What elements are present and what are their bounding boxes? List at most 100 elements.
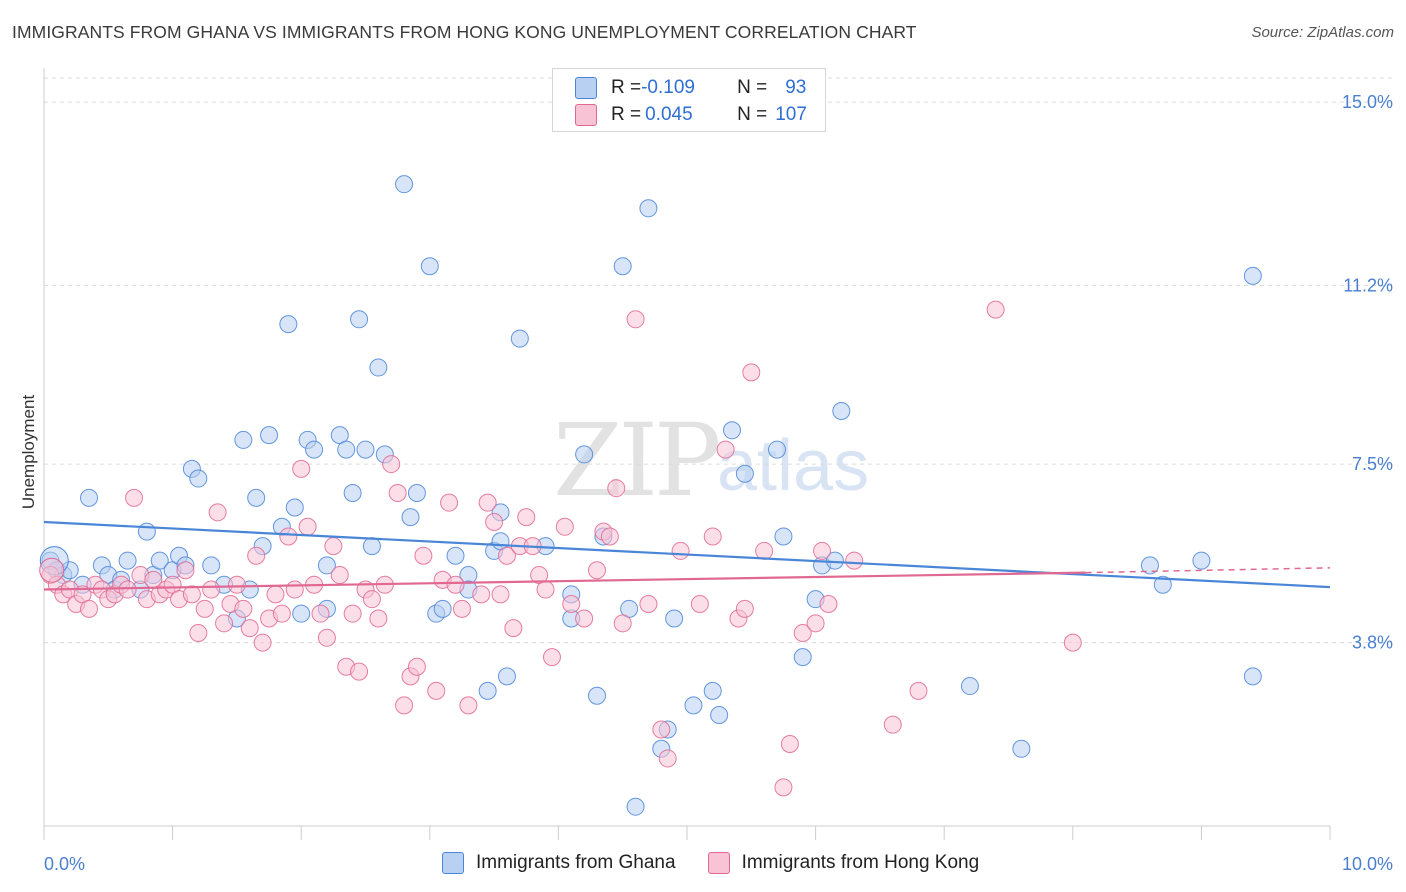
data-point bbox=[626, 310, 645, 329]
data-point bbox=[350, 662, 369, 681]
data-point bbox=[472, 585, 491, 604]
data-point bbox=[202, 580, 221, 599]
data-point bbox=[793, 623, 812, 642]
legend-swatch-ghana bbox=[442, 852, 464, 874]
data-point bbox=[401, 508, 420, 527]
data-point bbox=[735, 464, 754, 483]
legend-n-label: N = bbox=[737, 104, 768, 125]
data-point bbox=[311, 604, 330, 623]
data-point bbox=[652, 720, 671, 739]
data-point bbox=[806, 614, 825, 633]
data-point bbox=[285, 498, 304, 517]
data-point bbox=[189, 623, 208, 642]
data-point bbox=[215, 614, 234, 633]
legend-n-label: N = bbox=[737, 77, 768, 98]
legend-swatch-hong-kong bbox=[707, 852, 730, 874]
data-point bbox=[240, 619, 259, 638]
data-point bbox=[703, 681, 722, 700]
data-point bbox=[1153, 575, 1172, 594]
data-point bbox=[272, 604, 291, 623]
data-point bbox=[266, 585, 285, 604]
data-point bbox=[343, 604, 362, 623]
data-point bbox=[125, 488, 144, 507]
data-point bbox=[665, 609, 684, 628]
data-point bbox=[176, 561, 195, 580]
data-point bbox=[909, 681, 928, 700]
data-point bbox=[459, 696, 478, 715]
data-point bbox=[639, 199, 658, 218]
data-point bbox=[118, 580, 137, 599]
data-point bbox=[613, 614, 632, 633]
data-point bbox=[613, 257, 632, 276]
data-point bbox=[227, 575, 246, 594]
y-tick-label: 11.2% bbox=[1343, 276, 1393, 296]
data-point bbox=[671, 541, 690, 560]
data-point bbox=[369, 609, 388, 628]
data-point bbox=[600, 527, 619, 546]
data-point bbox=[234, 599, 253, 618]
legend-n-value: 93 bbox=[785, 77, 807, 98]
data-point bbox=[960, 677, 979, 696]
legend-label-ghana: Immigrants from Ghana bbox=[476, 852, 676, 873]
data-point bbox=[1192, 551, 1211, 570]
data-point bbox=[118, 551, 137, 570]
data-point bbox=[819, 595, 838, 614]
data-point bbox=[253, 633, 272, 652]
data-point bbox=[626, 797, 645, 816]
chart-title: IMMIGRANTS FROM GHANA VS IMMIGRANTS FROM… bbox=[12, 22, 917, 42]
x-tick-label: 10.0% bbox=[1342, 854, 1393, 874]
y-tick-label: 7.5% bbox=[1352, 454, 1393, 474]
data-point bbox=[407, 484, 426, 503]
data-point bbox=[768, 440, 787, 459]
data-point bbox=[395, 696, 414, 715]
data-point bbox=[305, 440, 324, 459]
data-point bbox=[755, 541, 774, 560]
data-point bbox=[555, 517, 574, 536]
data-point bbox=[182, 585, 201, 604]
trend-line-dashed bbox=[1085, 567, 1331, 574]
data-point bbox=[446, 575, 465, 594]
data-point bbox=[497, 667, 516, 686]
series-ghana bbox=[39, 175, 1262, 816]
correlation-legend: R = -0.109 N = 93 R = 0.045 N = 107 bbox=[552, 68, 826, 132]
data-point bbox=[234, 430, 253, 449]
data-point bbox=[247, 488, 266, 507]
data-point bbox=[710, 706, 729, 725]
grid-lines bbox=[44, 77, 1395, 644]
data-point bbox=[491, 585, 510, 604]
data-point bbox=[350, 310, 369, 329]
data-point bbox=[298, 517, 317, 536]
data-point bbox=[337, 440, 356, 459]
series-hong-kong bbox=[39, 300, 1082, 797]
data-point bbox=[1243, 266, 1262, 285]
data-point bbox=[452, 599, 471, 618]
data-point bbox=[189, 469, 208, 488]
data-point bbox=[427, 681, 446, 700]
data-point bbox=[517, 508, 536, 527]
y-tick-label: 15.0% bbox=[1342, 92, 1393, 112]
y-axis-title: Unemployment bbox=[19, 395, 38, 510]
legend-swatch-hong-kong bbox=[575, 104, 597, 126]
data-point bbox=[317, 556, 336, 575]
data-point bbox=[575, 609, 594, 628]
data-point bbox=[536, 580, 555, 599]
data-point bbox=[845, 551, 864, 570]
data-point bbox=[440, 493, 459, 512]
data-point bbox=[1140, 556, 1159, 575]
legend-n-value: 107 bbox=[775, 104, 807, 125]
data-point bbox=[497, 546, 516, 565]
data-point bbox=[504, 619, 523, 638]
data-point bbox=[208, 503, 227, 522]
data-point bbox=[478, 493, 497, 512]
data-point bbox=[1012, 739, 1031, 758]
data-point bbox=[202, 556, 221, 575]
data-point bbox=[883, 715, 902, 734]
data-point bbox=[195, 599, 214, 618]
data-point bbox=[343, 484, 362, 503]
data-point bbox=[80, 488, 99, 507]
legend-r-value: 0.045 bbox=[645, 104, 693, 125]
data-point bbox=[774, 527, 793, 546]
legend-r-value: -0.109 bbox=[641, 77, 695, 98]
data-point bbox=[723, 421, 742, 440]
